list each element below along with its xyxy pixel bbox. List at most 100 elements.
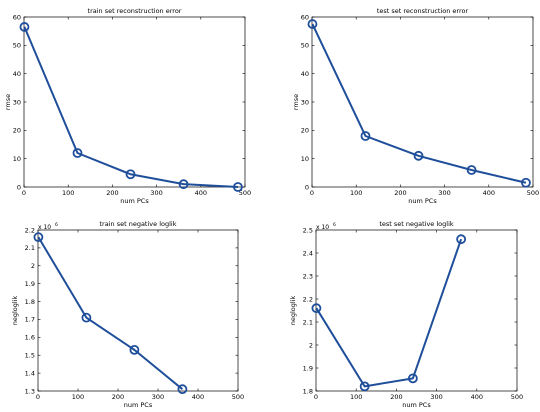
x-tick-label: 0 — [36, 393, 40, 401]
y-tick-label: 1.8 — [303, 387, 313, 395]
y-exponent-power: 6 — [55, 222, 58, 228]
data-point-marker — [466, 165, 477, 175]
x-tick-label: 400 — [195, 189, 207, 197]
y-tick-label: 2 — [309, 341, 313, 349]
x-tick-label: 200 — [394, 189, 406, 197]
data-point-marker — [19, 22, 30, 32]
panel-test-negloglik: 0 100 200 300 400 500 1.8 1.9 2 2.1 2.2 2.3 2.4 2.5 te… — [289, 220, 523, 409]
x-tick-label: 300 — [430, 393, 442, 401]
y-axis-label: rmse — [4, 94, 12, 110]
x-tick-label: 0 — [310, 189, 314, 197]
x-tick-label: 0 — [22, 189, 26, 197]
axes-frame — [23, 16, 246, 188]
y-tick-label: 0 — [17, 183, 21, 191]
y-tick-label: 40 — [13, 70, 21, 78]
x-tick-label: 200 — [106, 189, 118, 197]
data-point-marker — [129, 344, 140, 355]
data-point-marker — [521, 177, 531, 188]
x-tick-label: 400 — [471, 393, 483, 401]
data-point-marker — [81, 312, 92, 323]
y-tick-label: 1.8 — [25, 298, 35, 306]
x-axis-label: num PCs — [120, 197, 149, 205]
y-tick-label: 2.3 — [303, 272, 313, 280]
x-tick-label: 500 — [527, 189, 539, 197]
chart-title: test set negative loglik — [379, 220, 454, 228]
panel-train-negloglik: 0 100 200 300 400 500 1.3 1.4 1.5 1.6 1.7 1.8 1.9 2 2.… — [11, 220, 244, 409]
x-tick-label: 200 — [390, 393, 402, 401]
axes-frame — [311, 16, 534, 188]
y-exponent-label: x 10 — [316, 224, 329, 231]
chart-title: train set reconstruction error — [88, 7, 182, 15]
y-tick-label: 1.6 — [25, 334, 35, 342]
x-tick-label: 400 — [483, 189, 495, 197]
y-tick-label: 1.4 — [25, 369, 35, 377]
y-tick-label: 2.1 — [25, 244, 35, 252]
y-tick-label: 2 — [31, 262, 35, 270]
x-tick-label: 500 — [232, 393, 244, 401]
data-point-marker — [359, 381, 370, 392]
y-tick-label: 30 — [13, 98, 21, 106]
panel-train-reconstruction: 0 100 200 300 400 500 0 10 20 30 40 50 60 train set r… — [4, 7, 251, 205]
y-tick-label: 2.4 — [303, 249, 313, 257]
series-line — [37, 236, 184, 390]
y-tick-label: 50 — [13, 42, 21, 50]
y-tick-label: 1.5 — [25, 352, 35, 360]
y-tick-label: 60 — [301, 13, 309, 21]
x-tick-label: 0 — [314, 393, 318, 401]
y-tick-label: 2.1 — [303, 318, 313, 326]
y-tick-label: 40 — [301, 70, 309, 78]
x-tick-label: 300 — [438, 189, 450, 197]
x-tick-label: 400 — [192, 393, 204, 401]
y-axis-label: negloglik — [11, 296, 19, 326]
panel-test-reconstruction: 0 100 200 300 400 500 0 10 20 30 40 50 60 test set re… — [292, 7, 539, 205]
x-tick-label: 300 — [152, 393, 164, 401]
x-axis-label: num PCs — [124, 401, 153, 409]
y-axis-label: rmse — [292, 94, 300, 110]
y-tick-label: 1.3 — [25, 387, 35, 395]
data-point-marker — [72, 148, 83, 158]
x-axis-label: num PCs — [402, 401, 431, 409]
data-point-marker — [178, 179, 189, 190]
y-tick-label: 1.7 — [25, 316, 35, 324]
chart-title: train set negative loglik — [100, 220, 177, 228]
chart-title: test set reconstruction error — [377, 7, 469, 15]
y-exponent-power: 6 — [333, 222, 336, 228]
x-axis-label: num PCs — [408, 197, 437, 205]
axes-frame — [315, 229, 518, 392]
data-point-marker — [33, 232, 44, 243]
data-point-marker — [456, 234, 467, 245]
x-tick-label: 100 — [72, 393, 84, 401]
y-exponent-label: x 10 — [38, 224, 51, 231]
y-tick-label: 30 — [301, 98, 309, 106]
y-tick-label: 20 — [13, 127, 21, 135]
series-line — [315, 238, 463, 388]
data-point-marker — [233, 182, 243, 192]
data-point-marker — [407, 373, 418, 384]
data-point-marker — [177, 384, 188, 395]
x-tick-label: 100 — [350, 393, 362, 401]
axes-frame — [37, 229, 239, 392]
y-tick-label: 1.9 — [303, 364, 313, 372]
x-tick-label: 200 — [112, 393, 124, 401]
x-tick-label: 100 — [350, 189, 362, 197]
y-tick-label: 10 — [13, 155, 21, 163]
y-tick-label: 50 — [301, 42, 309, 50]
data-point-marker — [125, 169, 136, 180]
x-tick-label: 500 — [239, 189, 251, 197]
x-tick-label: 100 — [62, 189, 74, 197]
y-tick-label: 0 — [305, 183, 309, 191]
y-tick-label: 20 — [301, 127, 309, 135]
y-tick-label: 10 — [301, 155, 309, 163]
data-point-marker — [413, 150, 424, 161]
series-line — [23, 26, 238, 188]
y-tick-label: 2.5 — [303, 226, 313, 234]
data-point-marker — [360, 131, 371, 141]
y-tick-label: 1.9 — [25, 280, 35, 288]
data-point-marker — [311, 303, 322, 314]
data-point-marker — [307, 19, 318, 29]
x-tick-label: 500 — [511, 393, 523, 401]
y-axis-label: negloglik — [289, 296, 297, 326]
y-tick-label: 2.2 — [25, 226, 35, 234]
series-line — [311, 23, 527, 184]
